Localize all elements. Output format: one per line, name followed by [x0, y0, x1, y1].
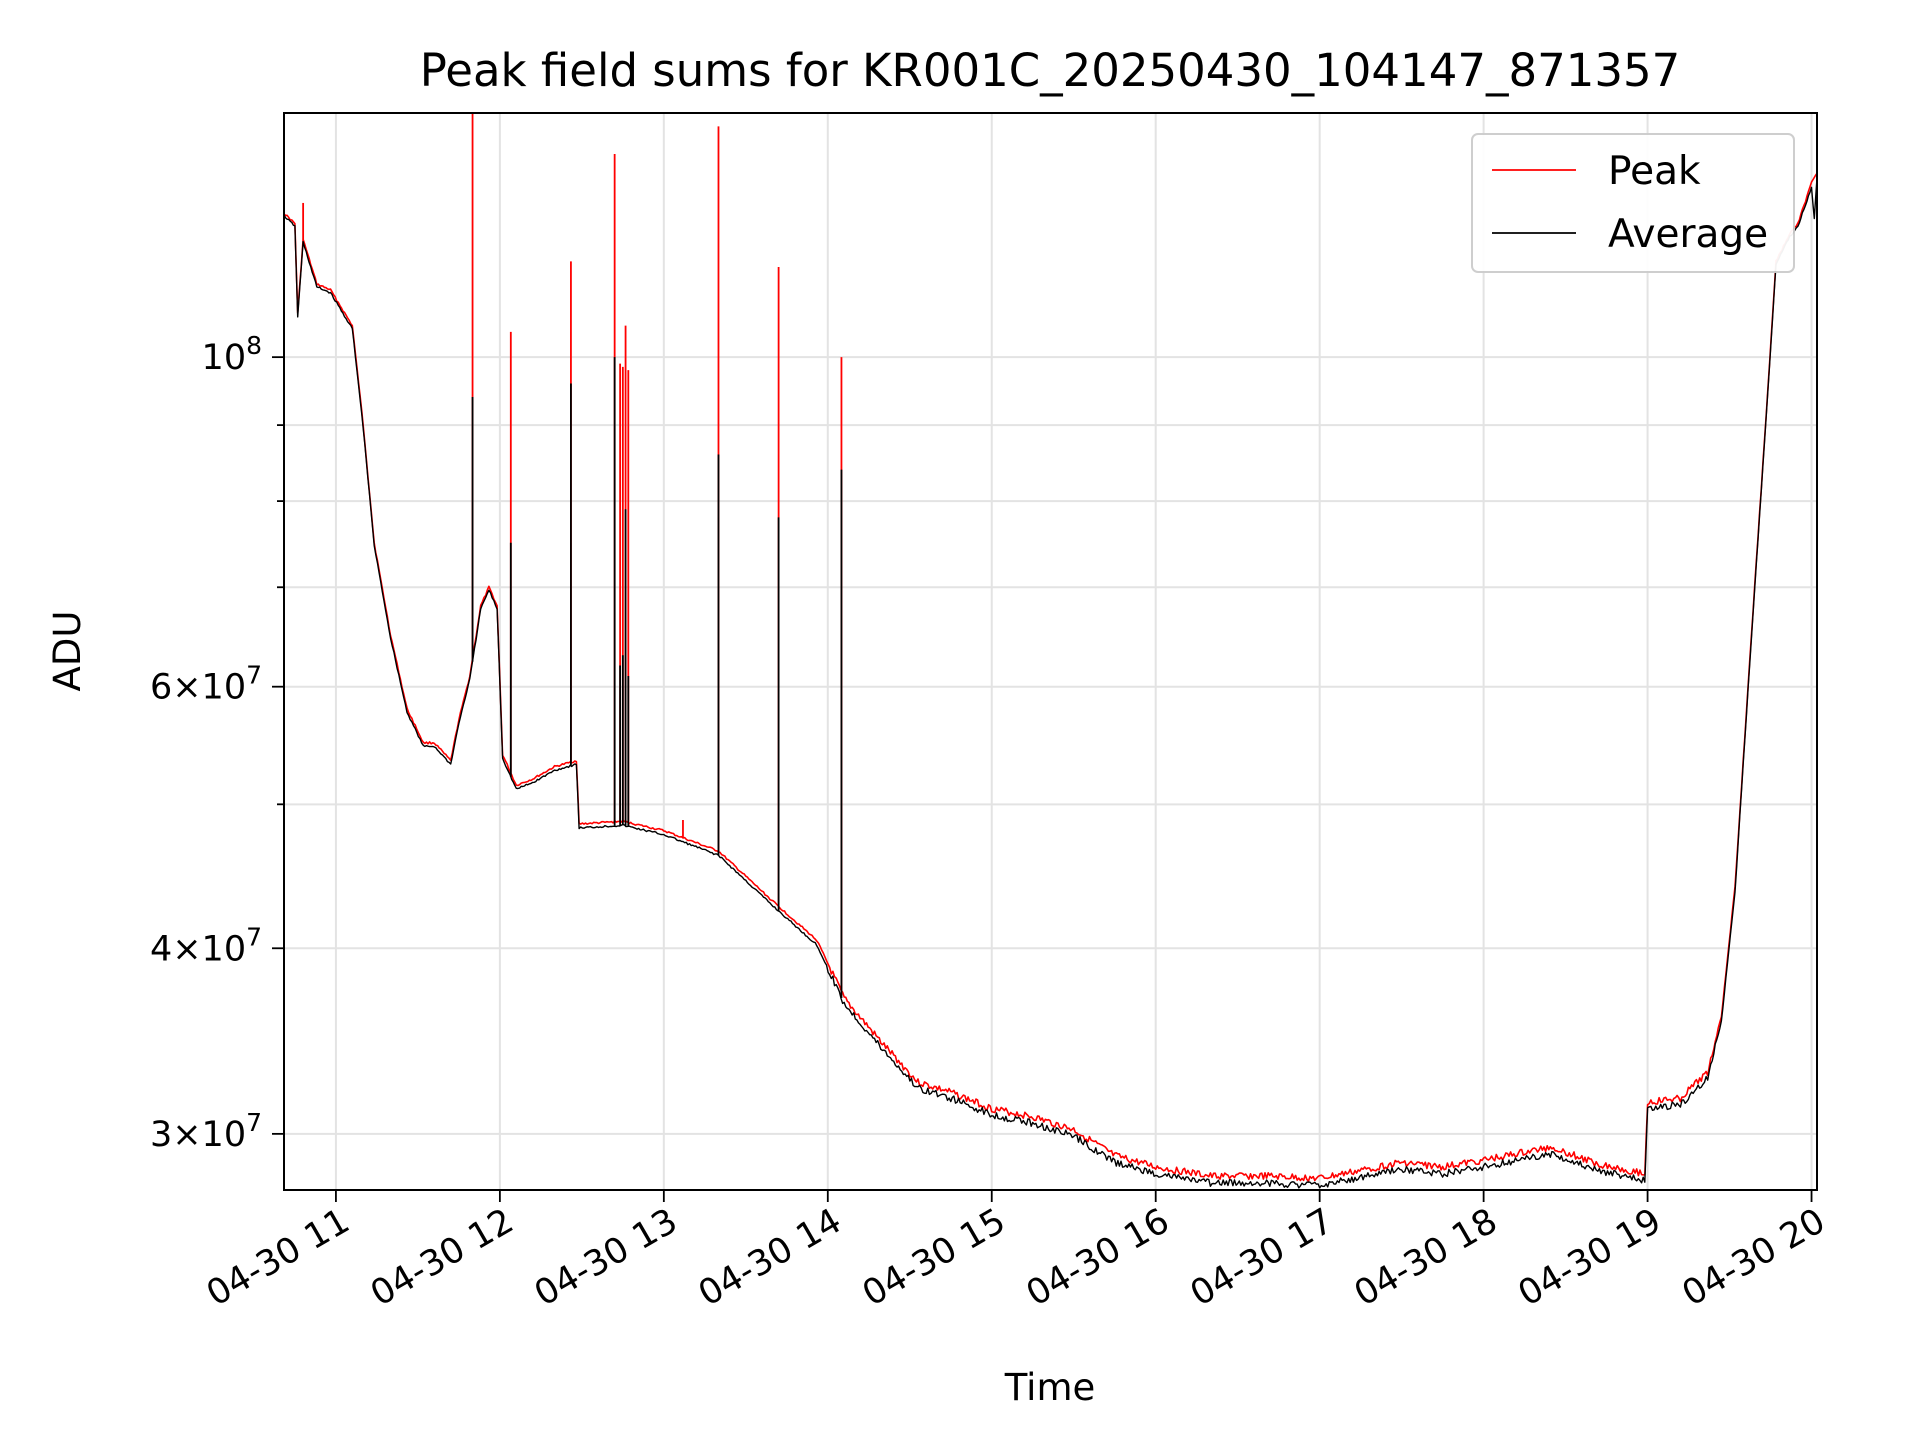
axes-frame	[283, 112, 1818, 1191]
y-axis: 3×107 4×107 6×107 108	[150, 331, 284, 1155]
series-line-average	[284, 177, 1817, 1189]
series-line-peak	[284, 172, 1817, 1182]
legend-label-average: Average	[1608, 212, 1768, 257]
plot-area	[284, 113, 1817, 1189]
y-tick-label: 6×107	[150, 661, 262, 708]
legend-box	[1471, 133, 1795, 273]
y-tick-label: 108	[202, 331, 262, 378]
y-tick-label: 4×107	[150, 922, 262, 969]
x-axis-label: Time	[1004, 1366, 1096, 1409]
y-axis-label: ADU	[46, 611, 89, 692]
legend-label-peak: Peak	[1608, 149, 1701, 194]
legend: Peak Average	[1471, 133, 1795, 273]
y-tick-label: 3×107	[150, 1108, 262, 1155]
grid	[284, 113, 1817, 1190]
chart-title: Peak field sums for KR001C_20250430_1041…	[420, 44, 1680, 97]
